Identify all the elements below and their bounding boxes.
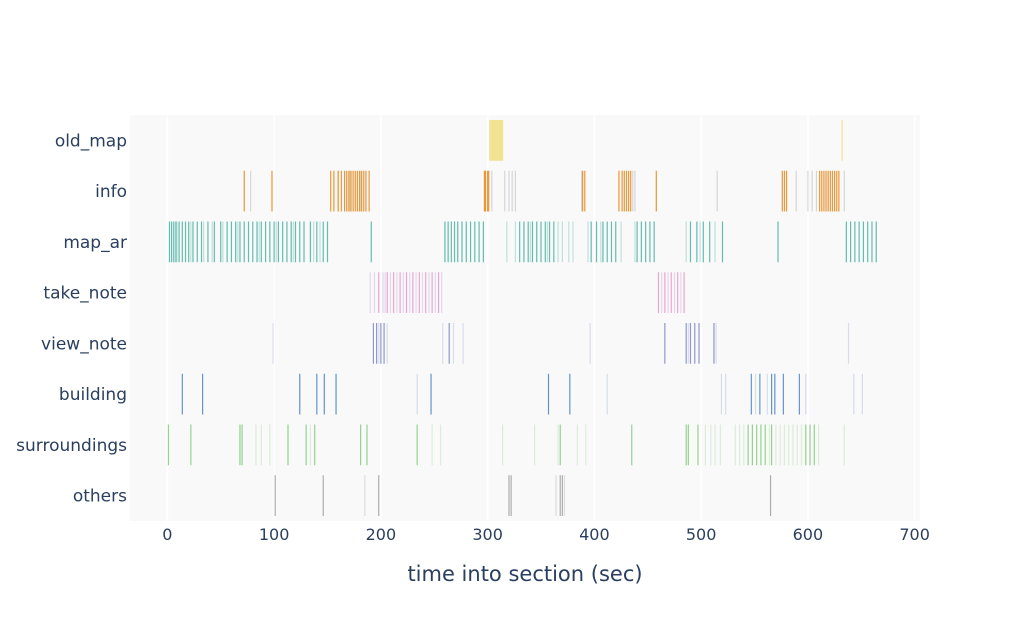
x-axis-title: time into section (sec)	[407, 562, 642, 586]
x-tick-label: 500	[686, 525, 717, 544]
y-category-label: old_map	[55, 131, 127, 151]
y-category-label: building	[59, 385, 127, 405]
y-category-label: map_ar	[63, 233, 127, 253]
y-category-label: view_note	[41, 334, 127, 354]
y-category-label: info	[95, 182, 127, 202]
x-axis-tick-labels: 0 100 200 300 400 500 600 700	[162, 525, 930, 544]
y-category-label: take_note	[43, 284, 127, 304]
x-tick-label: 300	[472, 525, 503, 544]
y-category-label: surroundings	[16, 436, 127, 456]
x-tick-label: 600	[793, 525, 824, 544]
event-marks	[167, 120, 877, 516]
x-tick-label: 0	[162, 525, 172, 544]
x-tick-label: 700	[899, 525, 930, 544]
y-category-label: others	[73, 487, 127, 507]
x-tick-label: 100	[259, 525, 290, 544]
x-tick-label: 200	[366, 525, 397, 544]
x-tick-label: 400	[579, 525, 610, 544]
